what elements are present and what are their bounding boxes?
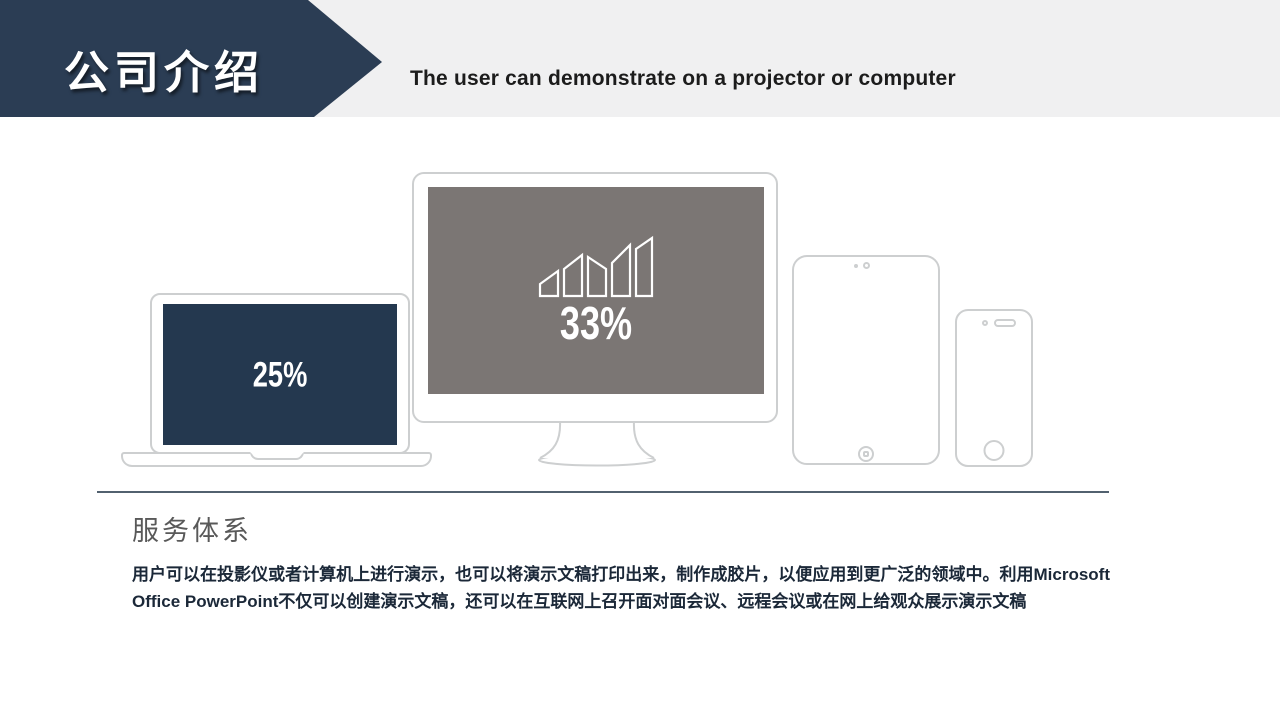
section-body-text: 用户可以在投影仪或者计算机上进行演示，也可以将演示文稿打印出来，制作成胶片，以便…	[132, 565, 1110, 611]
monitor-percentage: 33%	[559, 296, 633, 350]
slide-subtitle: The user can demonstrate on a projector …	[410, 67, 956, 90]
phone-camera-icon	[982, 320, 988, 326]
phone-speaker-icon	[994, 319, 1016, 327]
slide-title: 公司介绍	[64, 47, 265, 98]
laptop-percentage: 25%	[252, 353, 308, 394]
monitor-stand	[538, 421, 656, 467]
laptop-latch-notch	[249, 452, 304, 460]
laptop-base	[121, 452, 432, 467]
tablet-home-inner-icon	[863, 451, 869, 457]
section-divider	[97, 491, 1109, 493]
title-arrow-banner	[0, 0, 382, 117]
tablet-camera-dot-icon	[854, 264, 858, 268]
tablet-home-button-icon	[858, 446, 874, 462]
phone-body	[955, 309, 1033, 467]
tablet-body	[792, 255, 940, 465]
monitor-screen: 33%	[428, 187, 764, 394]
phone-home-button-icon	[983, 440, 1005, 461]
tablet-camera-ring-icon	[863, 262, 870, 269]
bar-chart-icon	[538, 235, 654, 298]
section-heading: 服务体系	[132, 516, 252, 546]
laptop-screen: 25%	[163, 304, 397, 445]
header-band: 公司介绍 The user can demonstrate on a proje…	[0, 0, 1280, 117]
